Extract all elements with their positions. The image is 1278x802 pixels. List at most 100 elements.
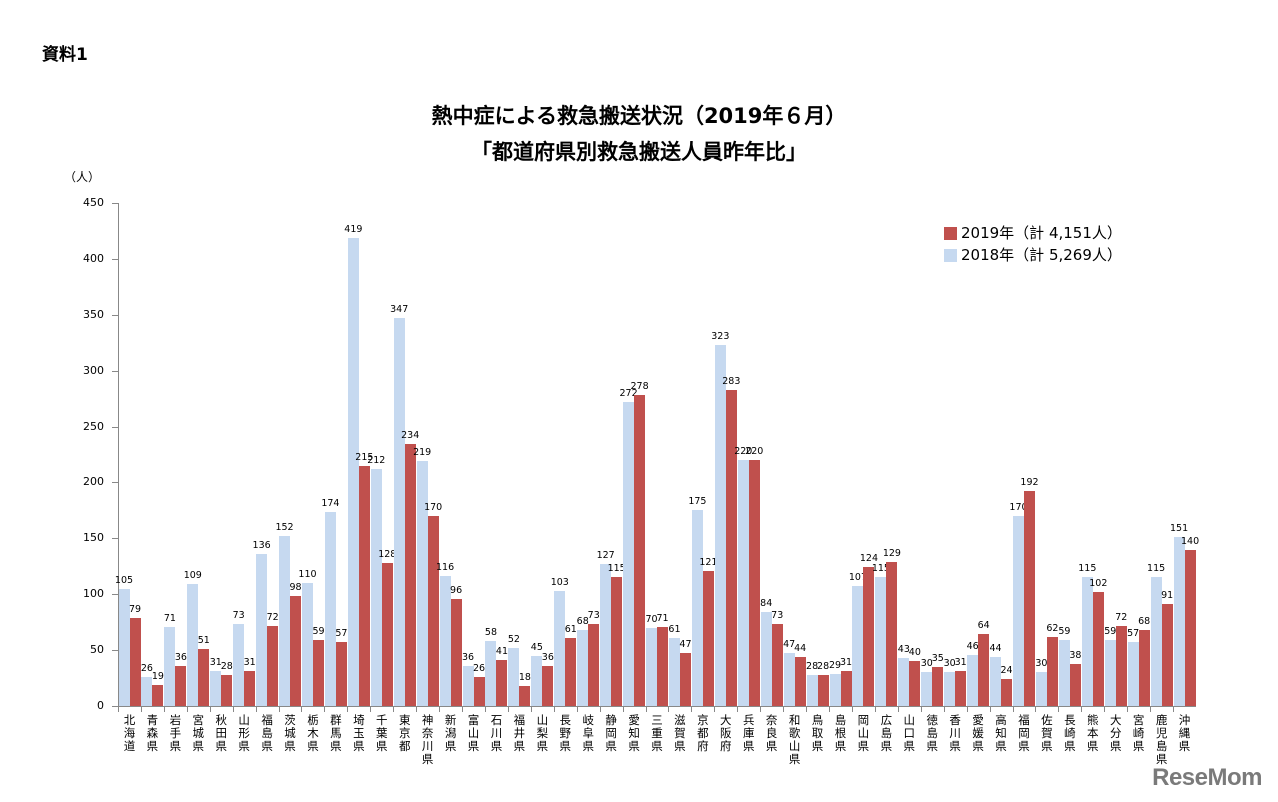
- bar-2018: [668, 637, 680, 706]
- x-tick: [301, 706, 303, 712]
- y-tick-label: 100: [83, 587, 104, 601]
- data-label: 278: [630, 381, 649, 393]
- data-label: 220: [745, 446, 764, 458]
- data-label: 43: [897, 643, 910, 655]
- x-tick: [1150, 706, 1152, 712]
- data-label: 73: [232, 610, 245, 622]
- legend-label-2018: 2018年（計 5,269人）: [961, 246, 1122, 264]
- data-label: 47: [679, 639, 692, 651]
- data-label: 70: [645, 613, 658, 625]
- y-tick: [112, 370, 118, 372]
- data-label: 61: [564, 623, 577, 635]
- bar-2018: [233, 624, 245, 706]
- data-label: 59: [312, 626, 325, 638]
- y-tick: [112, 482, 118, 484]
- bar-2019: [725, 389, 737, 706]
- y-tick-label: 200: [83, 475, 104, 489]
- data-label: 29: [828, 659, 842, 671]
- data-label: 57: [1127, 628, 1140, 640]
- data-label: 105: [114, 574, 134, 586]
- legend-item-2018: 2018年（計 5,269人）: [944, 244, 1122, 266]
- plot-area: 105 79 26 19 71 36 109 51 31 28 73 31 136 72 152 98 110 5…: [115, 203, 1199, 706]
- x-tick: [163, 706, 165, 712]
- bar-2018: [944, 672, 956, 706]
- x-category-label: 徳島県: [926, 713, 938, 753]
- data-label: 36: [461, 651, 475, 663]
- data-label: 128: [378, 548, 397, 560]
- data-label: 234: [401, 430, 420, 442]
- y-axis-unit: （人）: [64, 170, 101, 184]
- x-tick: [140, 706, 142, 712]
- y-tick: [112, 650, 118, 652]
- x-category-label: 山形県: [238, 713, 250, 753]
- x-category-label: 福井県: [513, 713, 526, 753]
- x-tick: [576, 706, 578, 712]
- data-label: 51: [197, 634, 210, 646]
- bar-2018: [806, 674, 818, 706]
- bar-2018: [256, 553, 268, 706]
- bar-2019: [978, 634, 990, 706]
- bar-2018: [921, 672, 933, 706]
- data-label: 79: [128, 603, 142, 615]
- data-label: 73: [587, 610, 600, 622]
- x-category-label: 岡山県: [857, 713, 870, 753]
- x-category-label: 静岡県: [605, 713, 617, 753]
- bar-2018: [439, 576, 451, 706]
- legend-label-2019: 2019年（計 4,151人）: [961, 224, 1122, 242]
- bar-2018: [279, 536, 291, 706]
- bar-2019: [657, 626, 669, 706]
- bar-2019: [312, 640, 324, 706]
- data-label: 28: [220, 660, 233, 672]
- x-tick: [416, 706, 418, 712]
- x-tick: [851, 706, 853, 712]
- x-category-label: 愛媛県: [972, 713, 984, 753]
- bar-2018: [1104, 640, 1116, 706]
- x-tick: [278, 706, 280, 712]
- bar-2019: [817, 674, 829, 706]
- bar-2019: [1001, 679, 1013, 706]
- x-tick: [186, 706, 188, 712]
- data-label: 283: [722, 375, 741, 387]
- bar-2018: [967, 654, 979, 706]
- x-tick: [1035, 706, 1037, 712]
- bar-2018: [416, 461, 428, 706]
- data-label: 115: [871, 563, 890, 575]
- x-tick: [393, 706, 395, 712]
- bar-2019: [565, 637, 577, 706]
- bar-2019: [702, 570, 714, 706]
- data-label: 419: [344, 223, 363, 235]
- x-tick: [530, 706, 532, 712]
- data-label: 44: [989, 642, 1002, 654]
- data-label: 68: [1138, 615, 1151, 627]
- bar-2018: [600, 564, 612, 706]
- data-label: 109: [183, 570, 202, 582]
- bar-2019: [267, 625, 279, 706]
- bar-2018: [554, 590, 566, 706]
- x-category-label: 三重県: [651, 713, 663, 753]
- bar-2019: [244, 671, 256, 706]
- bar-2019: [611, 577, 623, 706]
- bar-2018: [393, 318, 405, 706]
- bar-2018: [301, 583, 313, 706]
- x-tick: [232, 706, 234, 712]
- bar-2018: [990, 656, 1002, 706]
- data-label: 45: [530, 641, 543, 653]
- x-tick: [645, 706, 647, 712]
- chart-title: 熱中症による救急搬送状況（2019年６月）: [431, 104, 847, 128]
- y-tick: [112, 426, 118, 428]
- data-label: 215: [355, 451, 374, 463]
- data-label: 26: [472, 662, 486, 674]
- bar-2018: [141, 676, 153, 706]
- data-label: 58: [484, 627, 498, 639]
- bar-2018: [1013, 515, 1024, 706]
- x-category-label: 鹿児島県: [1155, 713, 1168, 766]
- data-label: 72: [1115, 611, 1128, 623]
- bar-2019: [473, 676, 485, 706]
- bar-2019: [221, 674, 233, 706]
- bar-2018: [783, 653, 795, 706]
- bar-2019: [840, 671, 852, 706]
- x-category-label: 兵庫県: [742, 713, 755, 753]
- x-category-label: 秋田県: [215, 713, 227, 753]
- data-label: 103: [550, 576, 569, 588]
- data-label: 18: [518, 671, 531, 683]
